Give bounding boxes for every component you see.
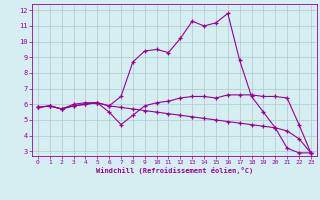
X-axis label: Windchill (Refroidissement éolien,°C): Windchill (Refroidissement éolien,°C): [96, 167, 253, 174]
